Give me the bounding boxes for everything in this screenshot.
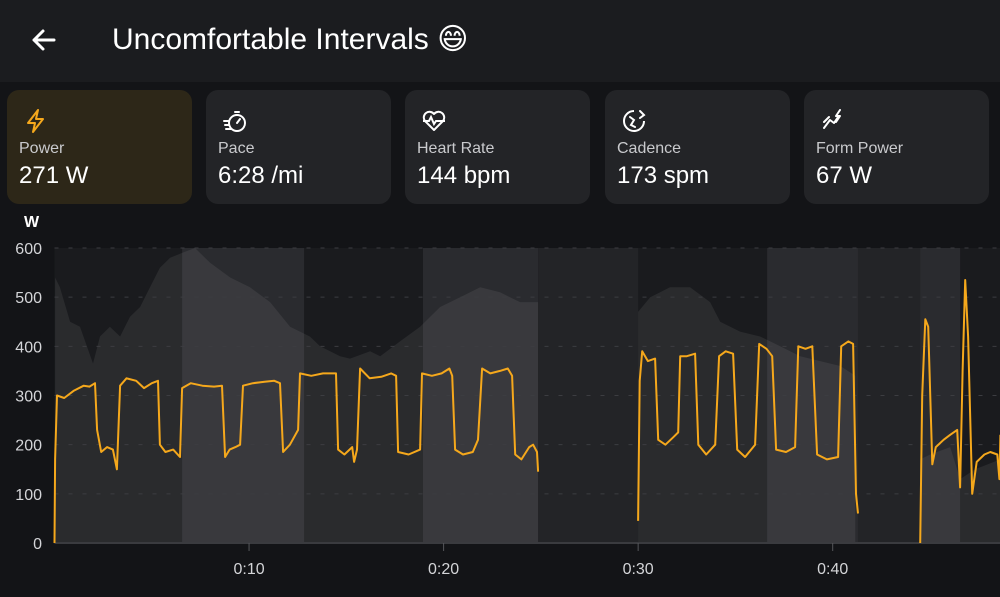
form-power-icon [823,109,841,129]
metric-label: Pace [218,140,255,157]
no-data-gap [538,248,639,543]
background-area-series [638,287,856,543]
plot-background [54,248,1000,543]
stopwatch-icon [223,111,246,132]
metric-label: Power [19,140,65,157]
lap-band [422,248,539,543]
y-tick-label: 0 [33,536,42,553]
metric-value: 6:28 /mi [218,162,304,189]
y-tick-label: 200 [15,438,42,455]
y-tick-label: 500 [15,290,42,307]
metric-label: Form Power [816,140,904,157]
lightning-bolt-icon [27,109,44,133]
page-title: Uncomfortable Intervals 😄 [112,23,469,56]
metric-value: 173 spm [617,162,710,189]
metric-card-form-power[interactable]: Form Power 67 W [804,90,989,204]
metric-value: 271 W [19,162,89,189]
x-tick-label: 0:40 [817,561,848,578]
metric-value: 144 bpm [417,162,511,189]
x-tick-label: 0:10 [233,561,264,578]
no-data-gap [857,248,921,543]
arrow-left-icon[interactable] [26,22,62,58]
heart-pulse-icon [422,110,446,131]
metric-label: Heart Rate [417,140,495,157]
metric-card-pace[interactable]: Pace 6:28 /mi [206,90,391,204]
y-tick-label: 300 [15,389,42,406]
power-line-segment [637,340,859,521]
metric-card-power[interactable]: Power 271 W [7,90,192,204]
x-tick-label: 0:20 [428,561,459,578]
cadence-icon [623,110,646,132]
metric-card-cadence[interactable]: Cadence 173 spm [605,90,790,204]
lap-band [767,248,961,543]
y-tick-label: 100 [15,487,42,504]
y-axis-unit: W [24,214,40,231]
y-tick-label: 400 [15,339,42,356]
power-line-segment [53,367,540,544]
x-tick-label: 0:30 [623,561,654,578]
metric-card-heart-rate[interactable]: Heart Rate 144 bpm [405,90,590,204]
metric-label: Cadence [617,140,682,157]
lap-band [182,248,305,543]
y-tick-label: 600 [15,241,42,258]
metric-value: 67 W [816,162,873,189]
power-line-segment [919,279,1000,544]
background-area-series [920,447,1000,543]
app-header: Uncomfortable Intervals 😄 [0,0,1000,82]
background-area-series [55,248,539,543]
